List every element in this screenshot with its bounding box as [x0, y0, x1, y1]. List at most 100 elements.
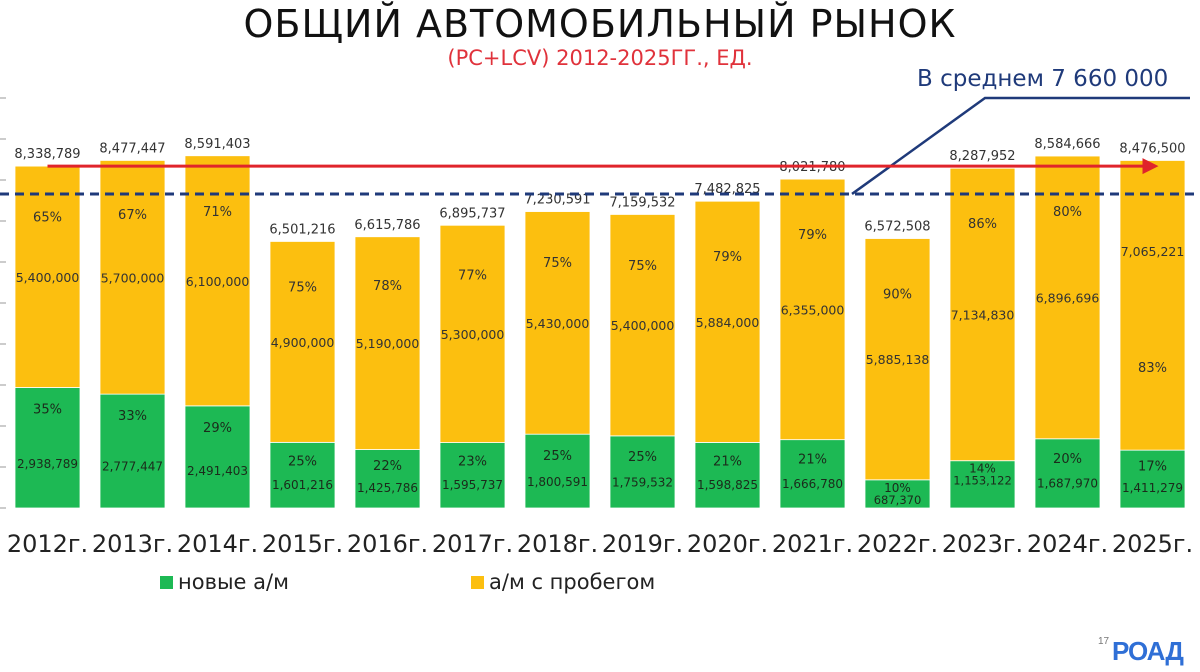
chart-subtitle: (PC+LCV) 2012-2025ГГ., ЕД. — [447, 46, 753, 70]
bar-new — [269, 441, 336, 509]
new-value-label: 1,598,825 — [697, 478, 758, 492]
legend-swatch-new — [160, 575, 173, 589]
new-percent-label: 35% — [33, 403, 62, 418]
new-percent-label: 21% — [713, 454, 742, 469]
bar-new — [864, 479, 931, 509]
new-percent-label: 23% — [458, 454, 487, 469]
x-tick-label: 2013г. — [92, 530, 173, 558]
new-value-label: 2,938,789 — [17, 457, 78, 471]
used-value-label: 7,134,830 — [951, 307, 1015, 322]
bar-used — [1034, 155, 1101, 440]
total-label: 8,584,666 — [1034, 137, 1100, 152]
average-callout-line — [851, 96, 1190, 195]
used-percent-label: 77% — [458, 269, 487, 284]
bar-used — [269, 241, 336, 443]
used-percent-label: 79% — [713, 250, 742, 265]
used-value-label: 5,400,000 — [611, 318, 675, 333]
new-value-label: 1,411,279 — [1122, 481, 1183, 495]
legend-label-used: а/м с пробегом — [489, 570, 656, 594]
bar-new — [779, 439, 846, 509]
bar-new — [524, 433, 591, 509]
new-percent-label: 10% — [884, 481, 911, 495]
new-percent-label: 25% — [543, 449, 572, 464]
bar-used — [694, 200, 761, 443]
new-value-label: 2,491,403 — [187, 464, 248, 478]
used-value-label: 6,100,000 — [186, 274, 250, 289]
bar-used — [14, 165, 81, 388]
new-value-label: 1,666,780 — [782, 477, 843, 491]
bar-new — [609, 435, 676, 509]
new-percent-label: 21% — [798, 453, 827, 468]
total-label: 6,615,786 — [354, 218, 420, 233]
new-percent-label: 22% — [373, 459, 402, 474]
new-value-label: 1,425,786 — [357, 481, 418, 495]
used-percent-label: 75% — [543, 256, 572, 271]
legend-item-new: новые а/м — [160, 570, 289, 594]
bar-used — [184, 155, 251, 407]
legend-label-new: новые а/м — [178, 570, 289, 594]
x-tick-label: 2024г. — [1027, 530, 1108, 558]
bar-used — [524, 211, 591, 435]
bar-used — [439, 224, 506, 443]
new-percent-label: 14% — [969, 462, 996, 476]
x-tick-label: 2016г. — [347, 530, 428, 558]
bar-used — [1119, 160, 1186, 451]
bar-new — [694, 442, 761, 509]
used-value-label: 5,884,000 — [696, 315, 760, 330]
x-tick-label: 2018г. — [517, 530, 598, 558]
total-label: 6,895,737 — [439, 206, 505, 221]
used-value-label: 7,065,221 — [1121, 244, 1185, 259]
total-label: 6,572,508 — [864, 220, 930, 235]
new-value-label: 1,595,737 — [442, 478, 503, 492]
total-label: 8,338,789 — [14, 147, 80, 162]
used-value-label: 5,885,138 — [866, 352, 930, 367]
new-percent-label: 33% — [118, 409, 147, 424]
legend-item-used: а/м с пробегом — [471, 570, 655, 594]
new-value-label: 687,370 — [874, 493, 922, 507]
used-percent-label: 90% — [883, 288, 912, 303]
used-percent-label: 83% — [1138, 361, 1167, 376]
total-label: 8,477,447 — [99, 141, 165, 156]
new-percent-label: 25% — [628, 450, 657, 465]
new-value-label: 1,601,216 — [272, 478, 333, 492]
x-tick-label: 2014г. — [177, 530, 258, 558]
new-value-label: 2,777,447 — [102, 460, 163, 474]
bar-used — [864, 238, 931, 481]
used-value-label: 6,355,000 — [781, 302, 845, 317]
total-label: 8,287,952 — [949, 149, 1015, 164]
total-label: 6,501,216 — [269, 222, 335, 237]
x-tick-label: 2021г. — [772, 530, 853, 558]
new-value-label: 1,153,122 — [953, 474, 1012, 488]
bar-used — [609, 214, 676, 437]
bar-new — [439, 442, 506, 509]
page-number: 17 — [1098, 636, 1110, 647]
total-label: 7,159,532 — [609, 195, 675, 210]
legend-swatch-used — [471, 575, 484, 589]
chart-title: ОБЩИЙ АВТОМОБИЛЬНЫЙ РЫНОК — [243, 2, 957, 46]
bar-used — [354, 236, 421, 450]
used-percent-label: 78% — [373, 279, 402, 294]
bar-new — [184, 405, 251, 509]
used-percent-label: 67% — [118, 208, 147, 223]
used-percent-label: 80% — [1053, 205, 1082, 220]
bar-new — [1034, 438, 1101, 509]
x-tick-label: 2022г. — [857, 530, 938, 558]
new-percent-label: 29% — [203, 421, 232, 436]
x-tick-label: 2017г. — [432, 530, 513, 558]
x-tick-label: 2015г. — [262, 530, 343, 558]
used-value-label: 5,700,000 — [101, 270, 165, 285]
bar-used — [779, 178, 846, 441]
x-tick-label: 2020г. — [687, 530, 768, 558]
bar-used — [99, 160, 166, 395]
used-value-label: 5,190,000 — [356, 336, 420, 351]
new-value-label: 1,800,591 — [527, 475, 588, 489]
bar-new — [14, 387, 81, 509]
average-label: В среднем 7 660 000 — [917, 66, 1169, 92]
bar-new — [949, 460, 1016, 509]
used-percent-label: 65% — [33, 210, 62, 225]
bar-new — [99, 393, 166, 509]
total-label: 7,230,591 — [524, 193, 590, 208]
used-percent-label: 75% — [288, 281, 317, 296]
used-value-label: 5,300,000 — [441, 327, 505, 342]
